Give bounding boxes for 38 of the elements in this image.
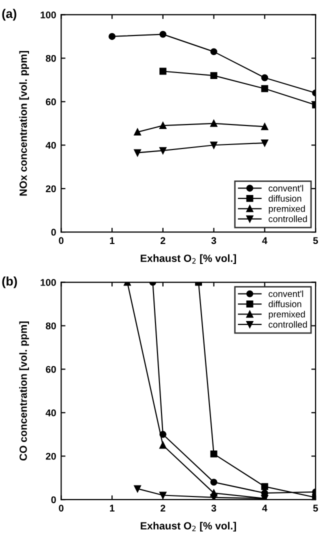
chart-title: (a) bbox=[2, 8, 16, 21]
y-tick-label: 0 bbox=[51, 228, 56, 236]
x-tick-label: 0 bbox=[58, 504, 64, 512]
legend-label: premixed bbox=[268, 205, 305, 214]
x-tick-label: 5 bbox=[313, 237, 318, 244]
y-tick-label: 80 bbox=[46, 54, 56, 62]
y-tick-label: 80 bbox=[46, 322, 56, 330]
y-tick-label: 60 bbox=[46, 366, 56, 373]
x-axis-title: Exhaust O$_{2}$ [% vol.] bbox=[140, 254, 236, 264]
legend-label: diffusion bbox=[268, 195, 302, 202]
x-tick-label: 3 bbox=[211, 237, 216, 244]
legend-label: convent'l bbox=[268, 184, 304, 192]
x-tick-label: 2 bbox=[160, 504, 166, 512]
legend-label: diffusion bbox=[268, 300, 302, 308]
y-tick-label: 100 bbox=[40, 11, 56, 18]
legend-label: premixed bbox=[268, 310, 305, 320]
chart-title: (b) bbox=[2, 276, 17, 288]
y-tick-label: 0 bbox=[51, 496, 56, 504]
y-tick-label: 40 bbox=[46, 409, 56, 416]
x-tick-label: 5 bbox=[313, 504, 318, 512]
x-tick-label: 4 bbox=[262, 504, 268, 512]
y-tick-label: 20 bbox=[46, 452, 56, 460]
y-tick-label: 60 bbox=[46, 98, 56, 106]
legend-label: controlled bbox=[268, 321, 307, 328]
y-axis-title: CO concentration [vol. ppm] bbox=[19, 321, 29, 461]
x-tick-label: 2 bbox=[160, 237, 166, 244]
x-tick-label: 3 bbox=[211, 504, 216, 512]
x-tick-label: 0 bbox=[58, 237, 64, 244]
y-tick-label: 40 bbox=[46, 142, 56, 149]
legend-label: convent'l bbox=[268, 290, 304, 298]
x-tick-label: 4 bbox=[262, 237, 268, 244]
x-tick-label: 1 bbox=[110, 237, 114, 244]
y-axis-title: NOx concentration [vol. ppm] bbox=[19, 51, 29, 196]
y-tick-label: 100 bbox=[40, 279, 56, 286]
y-tick-label: 20 bbox=[46, 185, 56, 192]
legend-label: controlled bbox=[268, 216, 307, 222]
x-tick-label: 1 bbox=[110, 504, 114, 512]
x-axis-title: Exhaust O$_{2}$ [% vol.] bbox=[140, 522, 236, 532]
